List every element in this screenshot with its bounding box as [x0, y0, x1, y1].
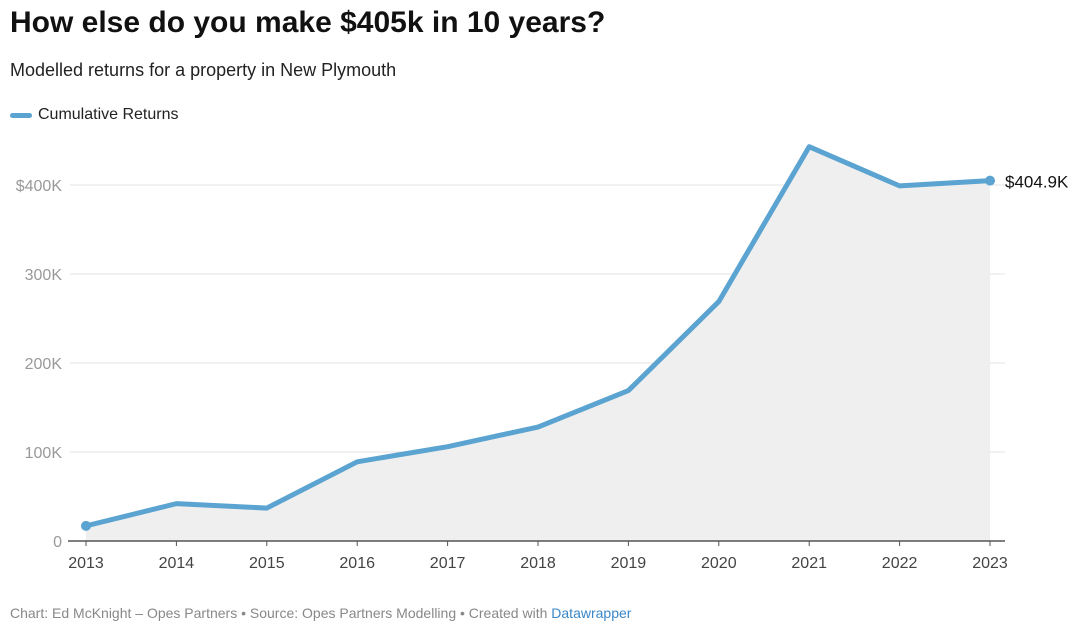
legend-swatch: [10, 112, 32, 118]
x-tick-label: 2014: [159, 555, 195, 572]
x-tick-label: 2018: [520, 555, 556, 572]
area-fill: [86, 146, 990, 542]
chart-subtitle: Modelled returns for a property in New P…: [10, 60, 397, 80]
y-tick-label: 300K: [25, 267, 63, 284]
x-tick-label: 2016: [339, 555, 375, 572]
legend: Cumulative Returns: [10, 106, 179, 124]
x-tick-label: 2021: [791, 555, 827, 572]
value-label: $404.9K: [1005, 173, 1069, 192]
data-point: [985, 175, 995, 186]
x-tick-label: 2023: [972, 555, 1008, 572]
x-tick-label: 2019: [611, 555, 647, 572]
data-point: [81, 520, 91, 531]
legend-label: Cumulative Returns: [38, 106, 179, 123]
x-tick-label: 2013: [68, 555, 104, 572]
chart-title: How else do you make $405k in 10 years?: [10, 6, 606, 39]
chart-area: 0 100K 200K 300K $400K 2013 2014 2015 2016 2017 20…: [16, 144, 1069, 572]
x-tick-label: 2022: [882, 555, 918, 572]
chart-footer: Chart: Ed McKnight – Opes Partners • Sou…: [10, 605, 631, 621]
footer-credits: Chart: Ed McKnight – Opes Partners • Sou…: [10, 605, 552, 621]
x-tick-label: 2020: [701, 555, 737, 572]
x-tick-label: 2015: [249, 555, 285, 572]
y-tick-label: 100K: [25, 445, 63, 462]
y-tick-label: 200K: [25, 356, 63, 373]
y-tick-label: $400K: [16, 178, 63, 195]
x-tick-label: 2017: [430, 555, 466, 572]
datawrapper-link[interactable]: Datawrapper: [551, 605, 632, 621]
y-tick-label: 0: [53, 534, 62, 551]
